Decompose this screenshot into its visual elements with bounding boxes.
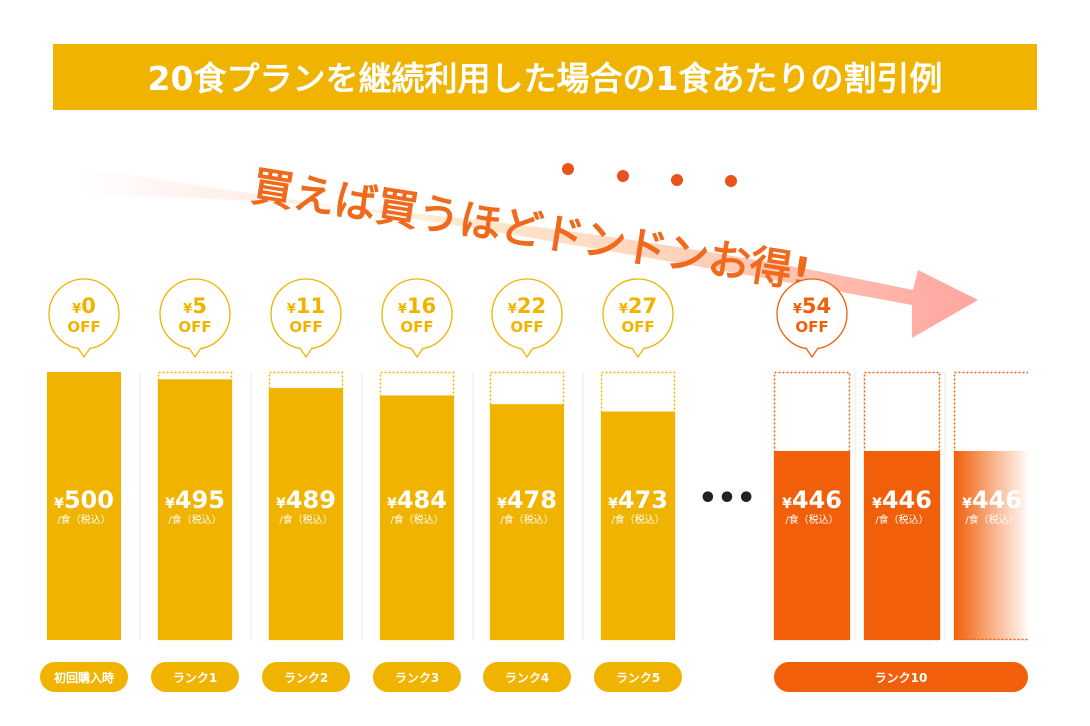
- discount-amount: ¥5: [183, 294, 207, 318]
- bar-price-label: ¥446: [962, 486, 1022, 514]
- bar-unit-label: /食（税込）: [279, 513, 332, 526]
- category-label: 初回購入時: [54, 670, 114, 685]
- price-bar-rank10: [774, 451, 850, 640]
- bar-price-label: ¥473: [608, 486, 668, 514]
- price-bar: [47, 372, 121, 640]
- price-bar: [601, 411, 675, 640]
- category-pill: [373, 662, 461, 692]
- discount-off-label: OFF: [178, 318, 211, 336]
- category-label: ランク4: [505, 671, 549, 685]
- discount-amount: ¥11: [287, 294, 325, 318]
- emphasis-dot: [671, 174, 683, 186]
- category-pill: [774, 662, 1028, 692]
- bar-unit-label: /食（税込）: [168, 513, 221, 526]
- discount-amount: ¥0: [72, 294, 96, 318]
- discount-off-label: OFF: [67, 318, 100, 336]
- bar-price-label: ¥478: [497, 486, 557, 514]
- bar-unit-label: /食（税込）: [875, 513, 928, 526]
- bar-unit-label: /食（税込）: [785, 513, 838, 526]
- category-pill: [594, 662, 682, 692]
- price-bar: [490, 404, 564, 640]
- trend-arrow: [80, 168, 978, 338]
- edge-mask: [1028, 370, 1090, 642]
- discount-amount: ¥54: [793, 294, 831, 318]
- bar-unit-label: /食（税込）: [57, 513, 110, 526]
- discount-amount: ¥16: [398, 294, 436, 318]
- price-bar-rank10: [954, 451, 1030, 640]
- category-pill: [483, 662, 571, 692]
- price-bar-rank10: [864, 451, 940, 640]
- title-banner: [53, 44, 1037, 110]
- category-pill: [262, 662, 350, 692]
- ellipsis-mark: •••: [698, 481, 756, 516]
- bar-price-label: ¥489: [276, 486, 336, 514]
- bar-price-label: ¥495: [165, 486, 225, 514]
- bar-unit-label: /食（税込）: [611, 513, 664, 526]
- discount-off-label: OFF: [400, 318, 433, 336]
- discount-off-label: OFF: [621, 318, 654, 336]
- emphasis-dots: [562, 163, 737, 187]
- category-label: ランク10: [875, 671, 928, 685]
- chart-title: 20食プランを継続利用した場合の1食あたりの割引例: [148, 59, 943, 98]
- bar-price-label: ¥446: [782, 486, 842, 514]
- price-bar: [158, 379, 232, 640]
- bar-unit-label: /食（税込）: [390, 513, 443, 526]
- emphasis-dot: [725, 175, 737, 187]
- bar-price-label: ¥446: [872, 486, 932, 514]
- discount-off-label: OFF: [289, 318, 322, 336]
- bar-price-label: ¥484: [387, 486, 447, 514]
- category-label: ランク3: [395, 671, 439, 685]
- emphasis-dot: [562, 163, 574, 175]
- discount-off-label: OFF: [510, 318, 543, 336]
- category-label: ランク2: [284, 671, 328, 685]
- price-bar: [380, 395, 454, 640]
- bar-unit-label: /食（税込）: [500, 513, 553, 526]
- price-bar: [269, 388, 343, 640]
- category-label: ランク1: [173, 671, 217, 685]
- category-label: ランク5: [616, 671, 660, 685]
- category-pill: [151, 662, 239, 692]
- bar-price-label: ¥500: [54, 486, 114, 514]
- bar-unit-label: /食（税込）: [965, 513, 1018, 526]
- discount-amount: ¥22: [508, 294, 546, 318]
- discount-off-label: OFF: [795, 318, 828, 336]
- emphasis-dot: [617, 170, 629, 182]
- discount-amount: ¥27: [619, 294, 657, 318]
- category-pill: [40, 662, 128, 692]
